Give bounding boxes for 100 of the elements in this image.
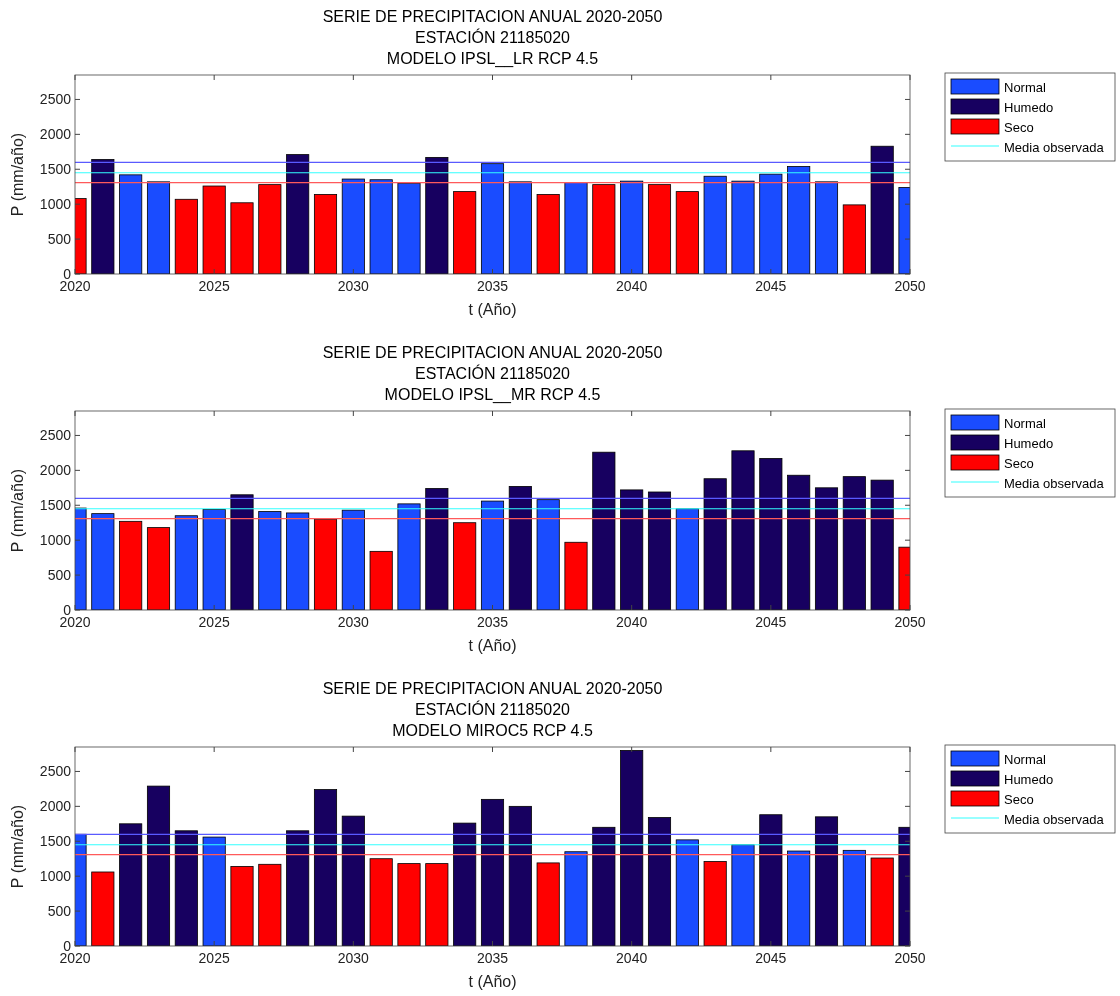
bar bbox=[91, 159, 115, 274]
bar bbox=[202, 185, 226, 274]
bar bbox=[369, 858, 393, 946]
bar bbox=[675, 839, 699, 946]
bar bbox=[564, 182, 588, 274]
legend-label: Seco bbox=[1004, 792, 1034, 807]
bar bbox=[647, 817, 672, 946]
bar bbox=[620, 489, 644, 610]
bar bbox=[564, 541, 588, 610]
y-tick-label: 1500 bbox=[39, 497, 72, 514]
x-tick-label: 2025 bbox=[198, 278, 230, 294]
bar bbox=[286, 512, 310, 610]
bar bbox=[146, 785, 171, 946]
bar bbox=[508, 181, 532, 274]
bar bbox=[620, 750, 644, 946]
legend-label: Humedo bbox=[1004, 436, 1054, 451]
x-axis-title: t (Año) bbox=[468, 301, 517, 318]
y-tick-label: 500 bbox=[47, 567, 72, 584]
bar bbox=[703, 175, 727, 274]
bar bbox=[842, 204, 866, 274]
x-tick-label: 2025 bbox=[198, 614, 230, 630]
bar bbox=[174, 830, 198, 946]
legend-label: Seco bbox=[1004, 120, 1034, 135]
bar bbox=[731, 450, 755, 610]
bar bbox=[397, 182, 421, 274]
y-tick-label: 2000 bbox=[39, 798, 72, 815]
chart-title: SERIE DE PRECIPITACION ANUAL 2020-2050 ESTACIÓN 21185020 MODELO IPSL__LR RCP 4.5 bbox=[322, 8, 663, 68]
x-tick-label: 2040 bbox=[616, 614, 648, 630]
legend-label: Seco bbox=[1004, 456, 1034, 471]
x-tick-label: 2030 bbox=[337, 614, 370, 630]
bar bbox=[258, 184, 282, 274]
bar bbox=[425, 488, 449, 610]
bar bbox=[453, 522, 477, 610]
y-tick-label: 2500 bbox=[39, 763, 72, 780]
y-tick-label: 2500 bbox=[39, 91, 72, 108]
bar bbox=[870, 479, 894, 610]
bar bbox=[202, 509, 226, 610]
bar bbox=[759, 814, 783, 946]
x-tick-label: 2040 bbox=[616, 278, 648, 294]
bar bbox=[675, 191, 699, 274]
bar bbox=[341, 178, 365, 274]
bar bbox=[870, 857, 894, 946]
bar bbox=[508, 805, 532, 946]
bar bbox=[592, 826, 616, 946]
bar bbox=[814, 816, 839, 946]
x-tick-label: 2045 bbox=[755, 614, 787, 630]
bar bbox=[647, 491, 672, 610]
bar bbox=[313, 194, 338, 274]
bar bbox=[703, 478, 727, 610]
bar bbox=[508, 486, 532, 610]
bar bbox=[258, 511, 282, 610]
bar bbox=[480, 500, 505, 610]
x-tick-label: 2035 bbox=[476, 614, 509, 630]
bar bbox=[341, 509, 365, 610]
bar bbox=[536, 499, 560, 610]
bar bbox=[564, 851, 588, 946]
bar bbox=[202, 836, 226, 946]
bar bbox=[425, 156, 449, 274]
bar bbox=[480, 163, 505, 274]
x-tick-label: 2050 bbox=[894, 278, 926, 294]
bar bbox=[814, 487, 839, 610]
y-tick-label: 1500 bbox=[39, 161, 72, 178]
bar bbox=[425, 863, 449, 946]
bar bbox=[592, 184, 616, 274]
bar bbox=[787, 166, 811, 274]
legend-label: Normal bbox=[1004, 416, 1047, 431]
y-tick-label: 500 bbox=[47, 903, 72, 920]
bar bbox=[842, 476, 866, 610]
bar bbox=[146, 527, 171, 610]
x-tick-label: 2050 bbox=[894, 614, 926, 630]
x-tick-label: 2045 bbox=[755, 950, 787, 966]
y-axis-title: P (mm/año) bbox=[9, 804, 26, 889]
bar bbox=[592, 451, 616, 610]
bar bbox=[286, 154, 310, 274]
x-tick-label: 2040 bbox=[616, 950, 648, 966]
bar bbox=[480, 798, 505, 946]
bar bbox=[91, 513, 115, 610]
legend-label: Media observada bbox=[1004, 812, 1105, 827]
bar bbox=[647, 184, 672, 274]
chart-title: SERIE DE PRECIPITACION ANUAL 2020-2050 ESTACIÓN 21185020 MODELO IPSL__MR RCP 4.5 bbox=[322, 344, 663, 404]
bar bbox=[453, 191, 477, 274]
x-tick-label: 2030 bbox=[337, 278, 370, 294]
bar bbox=[787, 474, 811, 610]
bar bbox=[870, 145, 894, 274]
bar bbox=[620, 180, 644, 274]
bar bbox=[397, 863, 421, 946]
bar bbox=[230, 494, 254, 610]
bar bbox=[313, 789, 338, 946]
bar bbox=[397, 503, 421, 610]
bar bbox=[174, 515, 198, 610]
legend-label: Normal bbox=[1004, 80, 1047, 95]
bar bbox=[230, 866, 254, 946]
bar bbox=[369, 179, 393, 274]
bar bbox=[675, 508, 699, 610]
bar bbox=[119, 520, 143, 610]
y-axis-title: P (mm/año) bbox=[9, 468, 26, 553]
bar bbox=[453, 822, 477, 946]
bar bbox=[536, 194, 560, 274]
bar bbox=[313, 518, 338, 610]
x-tick-label: 2045 bbox=[755, 278, 787, 294]
